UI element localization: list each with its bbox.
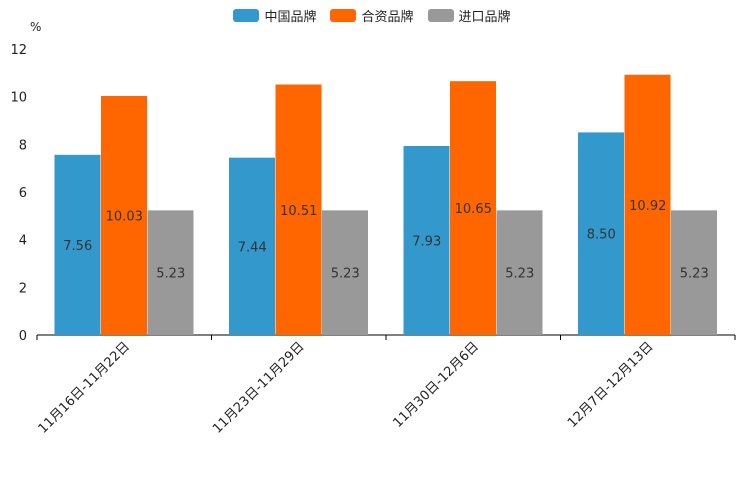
y-tick-label: 8 [19, 138, 27, 153]
bar-2-3 [671, 210, 717, 335]
bar-0-2 [403, 146, 450, 335]
y-tick-label: 6 [19, 186, 27, 201]
legend: 中国品牌 合资品牌 进口品牌 [0, 6, 744, 25]
data-label: 10.03 [106, 209, 143, 224]
bar-1-2 [450, 81, 496, 335]
x-category-label: 12月7日-12月13日 [565, 339, 657, 431]
bar-2-2 [496, 210, 543, 335]
bar-0-3 [578, 132, 624, 335]
y-tick-label: 10 [10, 91, 27, 106]
legend-label-china: 中国品牌 [264, 10, 317, 25]
bar-2-1 [322, 210, 368, 335]
data-label: 5.23 [505, 267, 534, 282]
bar-0-1 [229, 157, 275, 335]
bar-0-0 [54, 154, 101, 335]
data-label: 10.51 [280, 204, 317, 219]
bar-1-0 [101, 95, 147, 336]
x-category-label: 11月23日-11月29日 [210, 339, 307, 436]
data-label: 8.50 [587, 228, 616, 243]
legend-swatch-joint [330, 9, 357, 22]
y-tick-label: 0 [19, 329, 27, 344]
bar-1-1 [275, 84, 322, 336]
y-tick-label: 12 [10, 43, 27, 58]
data-label: 10.65 [455, 202, 492, 217]
data-label: 7.44 [238, 240, 267, 255]
legend-swatch-china [233, 9, 260, 22]
y-axis-unit: % [30, 20, 42, 34]
legend-label-joint: 合资品牌 [361, 10, 414, 25]
legend-item-joint[interactable]: 合资品牌 [330, 6, 414, 25]
y-tick-label: 4 [19, 234, 27, 249]
data-label: 7.93 [412, 235, 441, 250]
data-label: 10.92 [629, 199, 666, 214]
data-label: 7.56 [63, 239, 92, 254]
data-label: 5.23 [156, 267, 185, 282]
y-tick-label: 2 [19, 281, 27, 296]
data-label: 5.23 [680, 267, 709, 282]
x-category-label: 11月16日-11月22日 [36, 339, 133, 436]
legend-swatch-import [427, 9, 454, 22]
bar-2-0 [147, 210, 194, 335]
data-label: 5.23 [331, 267, 360, 282]
legend-item-import[interactable]: 进口品牌 [427, 6, 511, 25]
x-category-label: 11月30日-12月6日 [390, 339, 482, 431]
legend-label-import: 进口品牌 [458, 10, 511, 25]
legend-item-china[interactable]: 中国品牌 [233, 6, 316, 25]
bar-1-3 [624, 74, 671, 336]
